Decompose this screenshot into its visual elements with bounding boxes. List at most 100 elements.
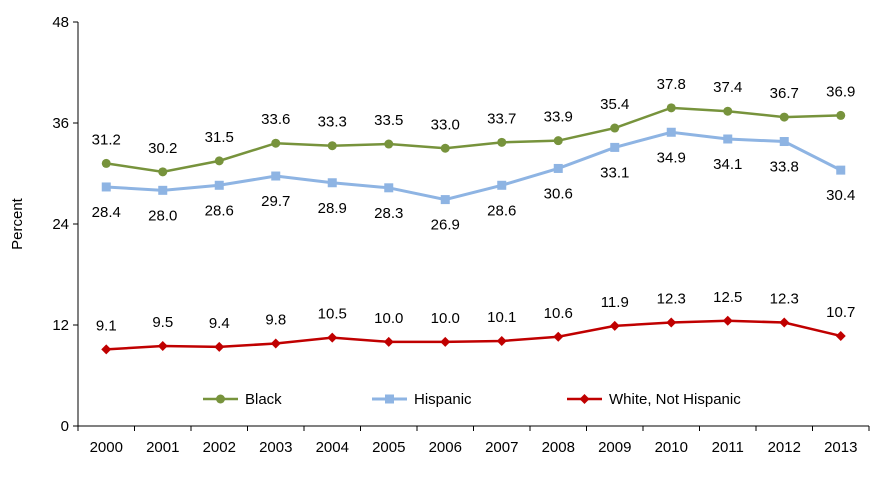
data-label: 10.7: [826, 304, 855, 321]
legend-marker: [385, 394, 394, 404]
legend-label: Black: [245, 391, 282, 408]
data-label: 9.5: [152, 314, 173, 331]
y-tick-label: 48: [52, 14, 69, 31]
legend-item: Hispanic: [372, 391, 472, 408]
data-label: 10.0: [374, 310, 403, 327]
data-point: [271, 171, 281, 181]
data-label: 33.9: [544, 109, 573, 126]
legend-marker: [579, 394, 590, 404]
data-label: 30.4: [826, 187, 855, 204]
data-label: 9.1: [96, 317, 117, 334]
x-tick-label: 2001: [146, 439, 179, 456]
x-tick-label: 2012: [768, 439, 801, 456]
data-point: [327, 178, 337, 188]
series-line: [106, 130, 842, 202]
data-point: [610, 142, 620, 152]
data-label: 12.3: [657, 290, 686, 307]
y-tick-label: 36: [52, 115, 69, 132]
data-point: [101, 182, 111, 192]
data-label: 33.8: [770, 159, 799, 176]
data-label: 10.0: [431, 310, 460, 327]
data-label: 37.8: [657, 76, 686, 93]
data-point: [723, 106, 733, 116]
data-label: 28.9: [318, 200, 347, 217]
data-point: [666, 317, 677, 328]
data-label: 11.9: [601, 294, 629, 311]
y-tick-label: 12: [52, 317, 69, 334]
data-point: [496, 335, 507, 346]
data-label: 35.4: [600, 96, 629, 113]
x-tick-label: 2013: [824, 439, 857, 456]
data-label: 10.6: [544, 305, 573, 322]
data-point: [158, 167, 168, 177]
x-tick-label: 2011: [712, 439, 744, 456]
data-point: [384, 183, 394, 193]
data-point: [553, 331, 564, 342]
data-label: 31.5: [205, 129, 234, 146]
data-point: [157, 341, 168, 352]
data-point: [440, 336, 451, 347]
data-label: 30.6: [544, 185, 573, 202]
x-tick-label: 2000: [90, 439, 123, 456]
data-point: [553, 136, 563, 146]
data-point: [214, 341, 225, 352]
series-line: [106, 106, 841, 174]
x-tick-label: 2005: [372, 439, 405, 456]
data-point: [610, 123, 620, 133]
data-label: 28.4: [92, 204, 121, 221]
data-label: 33.7: [487, 110, 516, 127]
series-white-not-hispanic: 9.1 9.5 9.4 9.8 10.5 10.0 10.0 10.1 10.6 11.9 12.3…: [96, 289, 855, 355]
data-label: 12.3: [770, 290, 799, 307]
legend-item: White, Not Hispanic: [567, 391, 741, 408]
data-label: 28.0: [148, 207, 177, 224]
data-point: [327, 332, 338, 343]
data-label: 33.0: [431, 116, 460, 133]
data-label: 29.7: [261, 193, 290, 210]
data-point: [158, 185, 168, 195]
x-tick-label: 2008: [542, 439, 575, 456]
series-black: 31.2 30.2 31.5 33.6 33.3 33.5 33.0 33.7 33.9 35.4…: [92, 76, 855, 177]
data-point: [666, 127, 676, 137]
data-point: [271, 138, 281, 148]
data-label: 36.7: [770, 85, 799, 102]
series-hispanic: 28.4 28.0 28.6 29.7 28.9 28.3 26.9 28.6 30.6 33.1…: [92, 127, 855, 234]
y-tick-label: 0: [61, 418, 69, 435]
data-point: [666, 103, 676, 113]
x-tick-label: 2003: [259, 439, 292, 456]
data-label: 26.9: [431, 217, 460, 234]
data-point: [327, 141, 337, 151]
data-label: 34.1: [713, 156, 742, 173]
x-tick-label: 2004: [316, 439, 349, 456]
data-label: 9.8: [265, 312, 286, 329]
data-point: [440, 195, 450, 205]
y-axis-label: Percent: [9, 197, 26, 250]
data-point: [609, 320, 620, 331]
data-point: [440, 143, 450, 153]
data-point: [779, 317, 790, 328]
data-point: [383, 336, 394, 347]
data-point: [497, 180, 507, 190]
data-label: 37.4: [713, 79, 742, 96]
data-point: [214, 180, 224, 190]
data-point: [214, 156, 224, 166]
data-point: [101, 158, 111, 168]
data-point: [101, 344, 112, 355]
data-point: [722, 315, 733, 326]
x-tick-label: 2010: [655, 439, 688, 456]
data-label: 10.1: [487, 309, 516, 326]
legend-label: White, Not Hispanic: [609, 391, 741, 408]
data-label: 28.6: [205, 202, 234, 219]
data-label: 10.5: [318, 306, 347, 323]
data-label: 31.2: [92, 131, 121, 148]
data-point: [836, 110, 846, 120]
x-tick-label: 2009: [598, 439, 631, 456]
data-point: [835, 330, 846, 341]
data-point: [270, 338, 281, 349]
data-label: 30.2: [148, 140, 177, 157]
data-label: 33.1: [600, 164, 629, 181]
data-point: [553, 163, 563, 173]
data-point: [836, 165, 846, 175]
x-tick-label: 2002: [203, 439, 236, 456]
data-label: 33.5: [374, 112, 403, 129]
